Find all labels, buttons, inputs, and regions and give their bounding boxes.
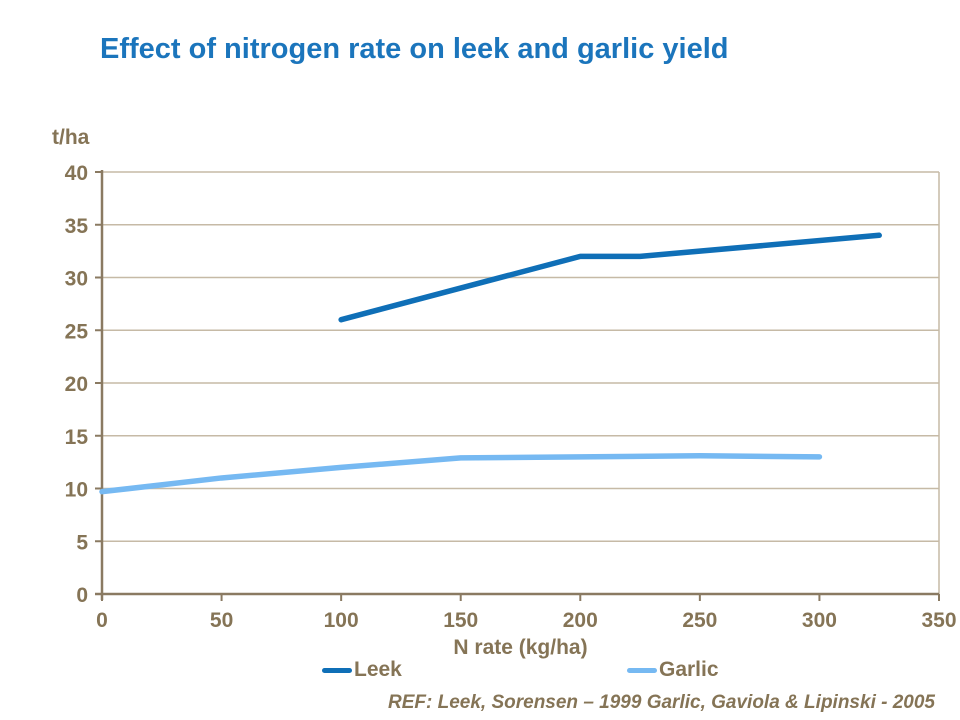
- x-tick-label: 350: [921, 609, 956, 632]
- x-tick-label: 250: [682, 609, 717, 632]
- y-tick-label: 0: [76, 584, 88, 607]
- chart-title: Effect of nitrogen rate on leek and garl…: [100, 33, 729, 65]
- y-tick-label: 5: [76, 531, 88, 554]
- series-line-garlic: [99, 453, 823, 495]
- reference-note: REF: Leek, Sorensen – 1999 Garlic, Gavio…: [387, 692, 935, 713]
- x-tick-label: 300: [802, 609, 837, 632]
- x-tick-label: 50: [210, 609, 233, 632]
- legend-label-leek: Leek: [354, 658, 402, 681]
- x-tick-label: 200: [563, 609, 598, 632]
- y-axis-unit-label: t/ha: [52, 126, 90, 149]
- x-tick-label: 100: [324, 609, 359, 632]
- y-tick-label: 40: [65, 162, 88, 185]
- leek-line-swatch: [322, 667, 352, 673]
- y-tick-label: 10: [65, 479, 88, 502]
- x-tick-label: 150: [443, 609, 478, 632]
- x-tick-label: 0: [96, 609, 108, 632]
- series-line-leek: [338, 232, 882, 323]
- legend-item-garlic: Garlic: [627, 658, 719, 682]
- y-tick-label: 30: [65, 268, 88, 291]
- y-tick-label: 15: [65, 426, 89, 449]
- y-tick-label: 25: [65, 320, 89, 343]
- legend-item-leek: Leek: [322, 658, 402, 682]
- garlic-line-swatch: [627, 667, 657, 673]
- y-tick-label: 20: [65, 373, 88, 396]
- y-tick-label: 35: [65, 215, 89, 238]
- legend-label-garlic: Garlic: [659, 658, 719, 681]
- x-axis-title: N rate (kg/ha): [453, 636, 588, 659]
